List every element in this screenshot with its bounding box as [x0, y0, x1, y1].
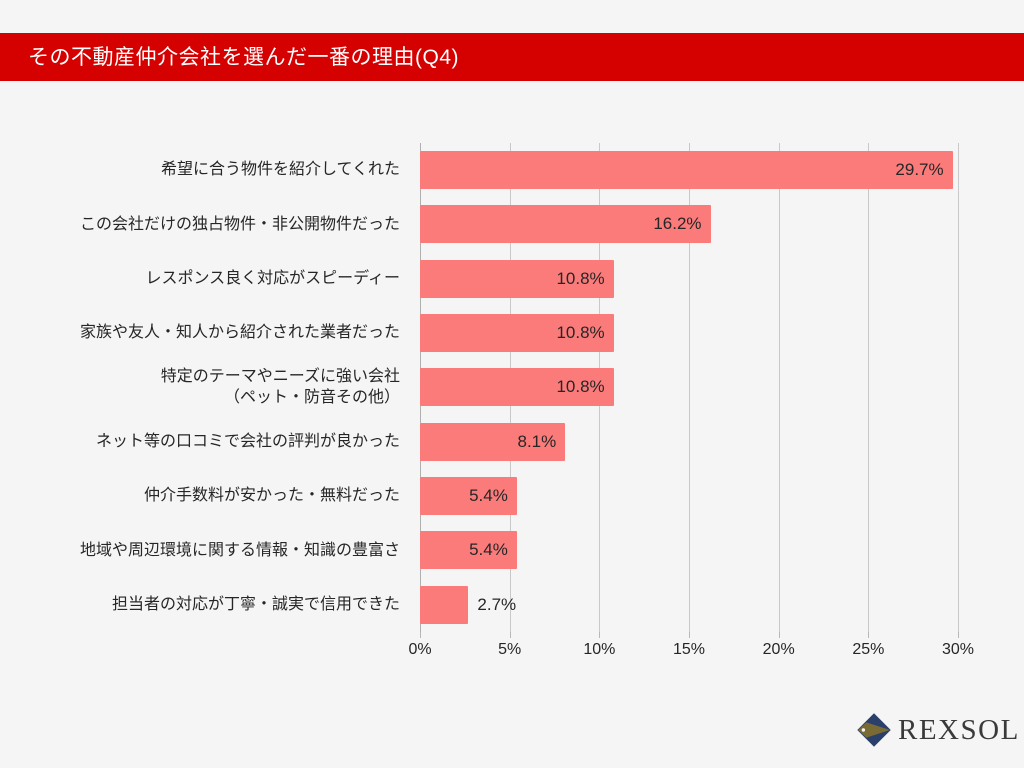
x-tick-mark — [868, 632, 870, 638]
gridline — [778, 143, 780, 632]
x-tick-label: 0% — [408, 641, 432, 658]
x-tick-mark — [778, 632, 780, 638]
bar-value-label: 5.4% — [469, 486, 508, 505]
logo-wordmark: REXSOL — [898, 713, 1020, 746]
bar-value-label: 5.4% — [469, 540, 508, 560]
gridline — [958, 143, 959, 632]
category-label: 希望に合う物件を紹介してくれた — [160, 161, 400, 179]
bar[interactable] — [420, 205, 711, 244]
category-axis-labels: 希望に合う物件を紹介してくれたこの会社だけの独占物件・非公開物件だったレスポンス… — [0, 143, 410, 632]
category-label: 地域や周辺環境に関する情報・知識の豊富さ — [79, 541, 400, 559]
x-tick-mark — [689, 632, 690, 638]
bar-rows: 29.7% 16.2% 10.8% 10.8% 10.8% 8.1% 5.4% 5.4% 2.7… — [420, 143, 958, 632]
bar[interactable] — [420, 422, 566, 461]
x-tick-label: 5% — [498, 641, 522, 658]
bar[interactable] — [420, 531, 517, 570]
page-title: その不動産仲介会社を選んだ一番の理由(Q4) — [28, 45, 459, 69]
bar[interactable] — [420, 477, 517, 515]
category-label: レスポンス良く対応がスピーディー — [145, 270, 400, 288]
bar-row[interactable]: 10.8% — [420, 252, 958, 306]
x-tick-label: 10% — [583, 641, 616, 658]
bar-value-label: 16.2% — [653, 214, 702, 234]
title-banner: その不動産仲介会社を選んだ一番の理由(Q4) — [0, 33, 1024, 81]
x-tick-mark — [958, 632, 959, 638]
bar-chart: 希望に合う物件を紹介してくれたこの会社だけの独占物件・非公開物件だったレスポンス… — [0, 120, 1024, 665]
x-tick-label: 25% — [852, 641, 885, 658]
x-tick-label: 20% — [762, 641, 795, 658]
bar[interactable] — [420, 368, 614, 407]
bar-row[interactable]: 2.7% — [420, 578, 958, 632]
rexsol-diamond-icon — [857, 713, 891, 747]
bar-value-label: 8.1% — [517, 431, 557, 451]
category-label: 担当者の対応が丁寧・誠実で信用できた — [111, 596, 400, 614]
bar-row[interactable]: 29.7% — [420, 143, 958, 197]
plot-area: 29.7% 16.2% 10.8% 10.8% 10.8% 8.1% 5.4% 5.4% 2.7… — [420, 143, 959, 632]
category-label: 特定のテーマやニーズに強い会社 （ペット・防音その他） — [160, 367, 400, 407]
bar-row[interactable]: 10.8% — [420, 306, 958, 360]
bar-value-label: 10.8% — [556, 377, 605, 397]
bar[interactable] — [420, 314, 614, 352]
x-tick-label: 15% — [672, 641, 706, 658]
bar[interactable] — [420, 259, 614, 298]
bar-row[interactable]: 5.4% — [420, 523, 958, 577]
rexsol-logo: REXSOL — [855, 708, 1018, 752]
bar-row[interactable]: 8.1% — [420, 415, 958, 469]
bar-value-label: 10.8% — [556, 323, 605, 342]
bar-value-label: 2.7% — [477, 594, 517, 614]
bar-row[interactable]: 10.8% — [420, 360, 958, 414]
bar-row[interactable]: 5.4% — [420, 469, 958, 523]
x-tick-mark — [599, 632, 601, 638]
x-axis: 0% 5% 10% 15% 20% 25% 30% — [408, 632, 974, 666]
bar-row[interactable]: 16.2% — [420, 197, 958, 251]
bar-value-label: 10.8% — [556, 268, 605, 288]
gridline — [689, 143, 690, 632]
category-label: 家族や友人・知人から紹介された業者だった — [79, 324, 400, 342]
x-tick-mark — [420, 632, 421, 638]
x-tick-label: 30% — [941, 641, 975, 658]
bar[interactable] — [420, 585, 469, 624]
x-tick-mark — [509, 632, 511, 638]
bar[interactable] — [420, 151, 953, 189]
category-label: 仲介手数料が安かった・無料だった — [143, 487, 400, 505]
category-label: ネット等の口コミで会社の評判が良かった — [95, 433, 400, 451]
gridline — [868, 143, 870, 632]
bar-value-label: 29.7% — [895, 160, 944, 179]
category-label: この会社だけの独占物件・非公開物件だった — [79, 215, 400, 233]
